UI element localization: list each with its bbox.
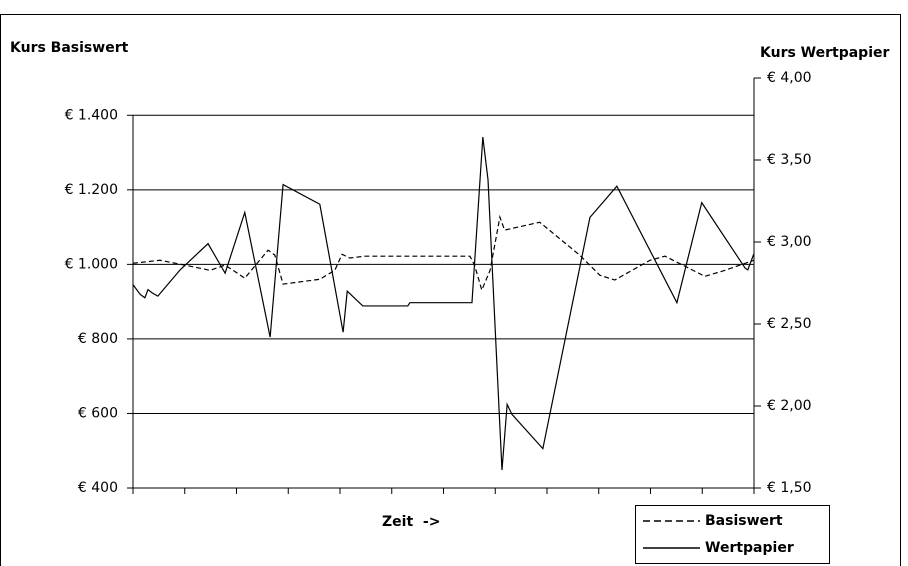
y2-tick-label: € 2,00 (767, 398, 812, 414)
x-axis-label: Zeit -> (382, 514, 440, 530)
y-tick-label: € 400 (78, 480, 118, 496)
y-tick-label: € 1.400 (65, 107, 118, 123)
legend-box (635, 505, 830, 564)
y-tick-label: € 1.200 (65, 182, 118, 198)
y2-tick-label: € 4,00 (767, 70, 812, 86)
y-tick-label: € 1.000 (65, 256, 118, 272)
series-line (132, 136, 755, 471)
y-axis-label: Kurs Basiswert (10, 40, 129, 56)
y-tick-label: € 800 (78, 331, 118, 347)
y2-tick-label: € 3,50 (767, 152, 812, 168)
legend-label: Wertpapier (705, 540, 794, 556)
y2-tick-label: € 3,00 (767, 234, 812, 250)
y-tick-label: € 600 (78, 405, 118, 421)
y2-tick-label: € 1,50 (767, 480, 812, 496)
y2-axis-label: Kurs Wertpapier (760, 45, 890, 61)
y2-tick-label: € 2,50 (767, 316, 812, 332)
frame (0, 14, 901, 566)
series-line (132, 214, 755, 292)
legend-label: Basiswert (705, 513, 783, 529)
